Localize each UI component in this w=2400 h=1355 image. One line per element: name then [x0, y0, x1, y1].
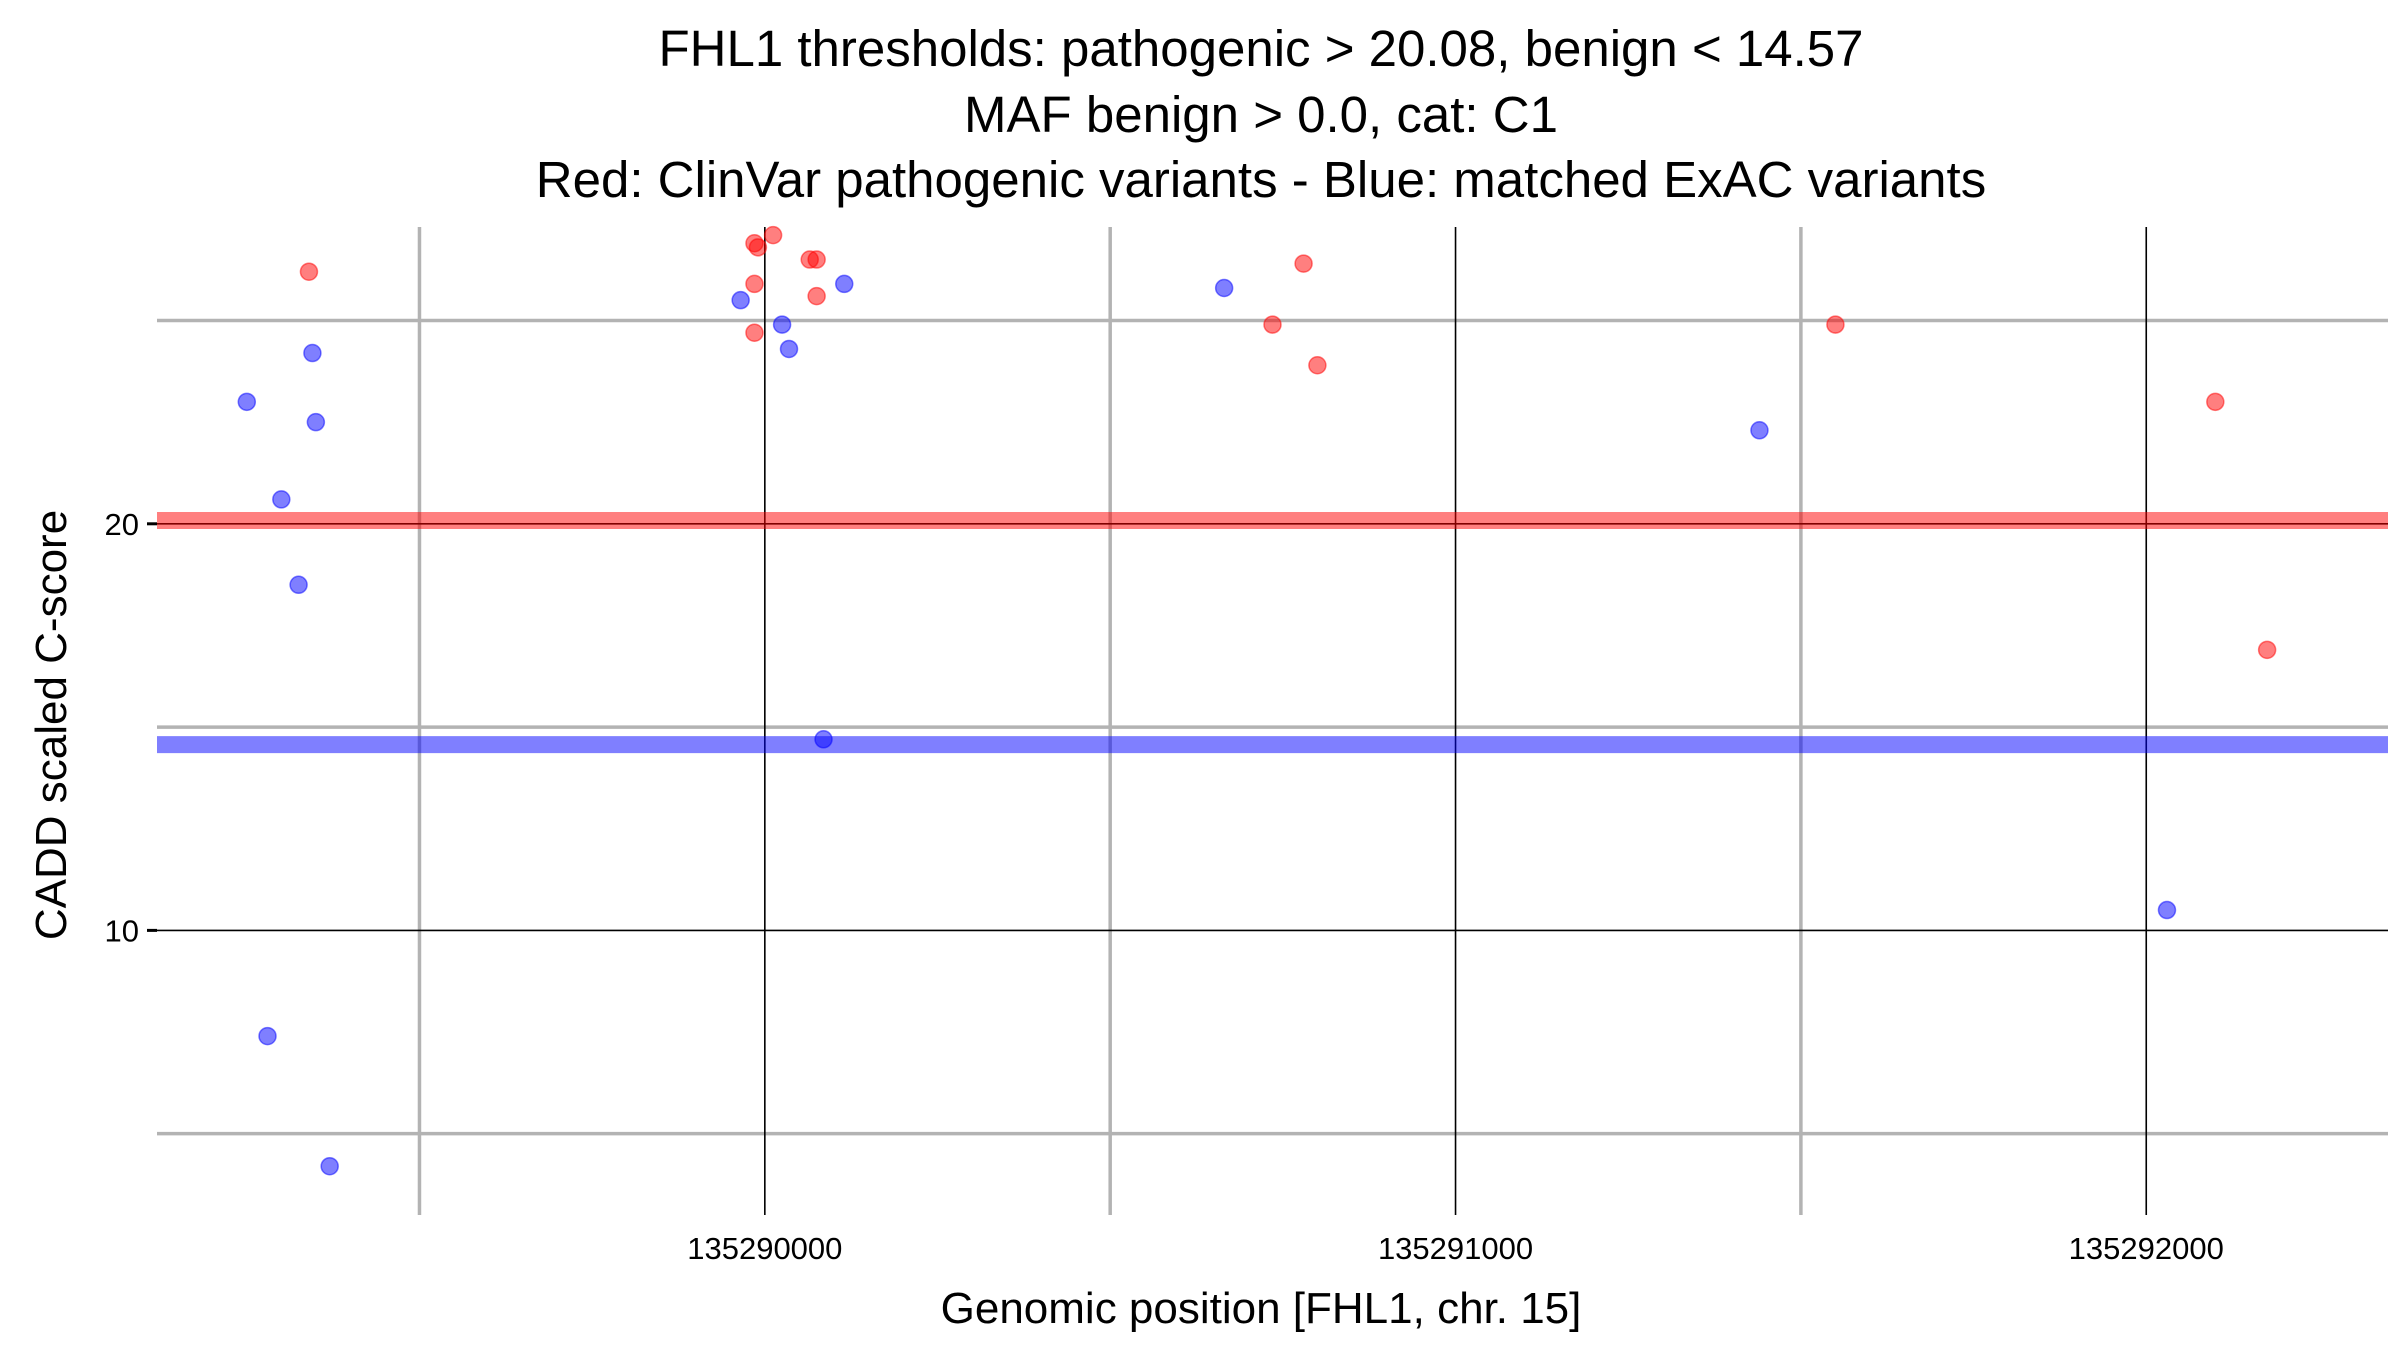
major-gridlines	[157, 227, 2388, 1215]
threshold-lines	[157, 512, 2388, 754]
pathogenic-variant-point	[807, 250, 826, 269]
exac-variant-point	[814, 730, 833, 749]
exac-variant-point	[779, 339, 799, 359]
y-axis-label: CADD scaled C-score	[27, 510, 76, 940]
exac-variant-point	[306, 412, 326, 432]
x-tick-label: 135290000	[687, 1231, 842, 1266]
pathogenic-variant-point	[1308, 355, 1327, 375]
pathogenic-variant-point	[1263, 315, 1282, 334]
chart-title-line-2: MAF benign > 0.0, cat: C1	[964, 86, 1558, 143]
pathogenic-variant-point	[1826, 315, 1845, 334]
pathogenic-variant-point	[2257, 640, 2277, 660]
data-points	[237, 225, 2277, 1176]
x-axis-label: Genomic position [FHL1, chr. 15]	[941, 1284, 1582, 1333]
exac-variant-point	[772, 315, 792, 334]
y-tick-label: 10	[105, 913, 139, 948]
exac-variant-point	[835, 274, 854, 294]
exac-variant-point	[2157, 900, 2177, 920]
exac-variant-point	[258, 1026, 277, 1046]
pathogenic-variant-point	[807, 286, 826, 306]
y-axis-ticks: 10 20	[105, 507, 157, 948]
exac-variant-point	[1750, 421, 1769, 440]
x-tick-label: 135292000	[2069, 1231, 2224, 1266]
exac-variant-point	[289, 575, 308, 595]
exac-variant-point	[731, 290, 750, 310]
chart-title-line-3: Red: ClinVar pathogenic variants - Blue:…	[536, 151, 1986, 208]
exac-variant-point	[272, 490, 291, 509]
minor-gridlines	[157, 227, 2388, 1215]
pathogenic-variant-point	[745, 323, 764, 342]
exac-variant-point	[303, 343, 322, 363]
exac-variant-point	[1214, 278, 1234, 298]
chart-title-line-1: FHL1 thresholds: pathogenic > 20.08, ben…	[658, 20, 1863, 77]
exac-variant-point	[237, 392, 257, 412]
pathogenic-variant-point	[2206, 392, 2225, 412]
pathogenic-variant-point	[748, 238, 768, 257]
pathogenic-variant-point	[1294, 254, 1313, 273]
x-axis-ticks: 135290000 135291000 135292000	[687, 1231, 2224, 1266]
pathogenic-variant-point	[745, 274, 764, 294]
exac-variant-point	[320, 1156, 339, 1176]
pathogenic-variant-point	[763, 225, 783, 245]
pathogenic-variant-point	[299, 262, 319, 281]
chart-title: FHL1 thresholds: pathogenic > 20.08, ben…	[536, 20, 1986, 208]
x-tick-label: 135291000	[1378, 1231, 1533, 1266]
y-tick-label: 20	[105, 507, 139, 542]
